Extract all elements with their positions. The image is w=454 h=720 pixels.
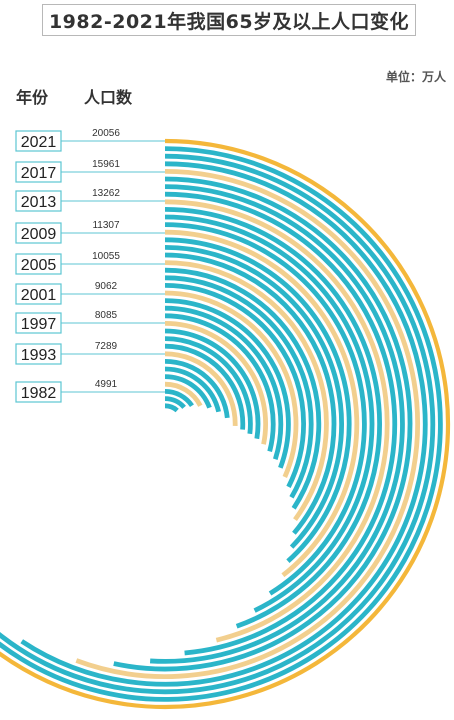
year-box-1993 <box>15 343 62 365</box>
arc-year-1982 <box>164 381 203 407</box>
arc-ring <box>0 153 436 695</box>
arc-ring <box>164 267 322 510</box>
arc-ring <box>164 374 212 409</box>
year-box-2005 <box>15 253 62 275</box>
year-box-2009 <box>15 222 62 244</box>
value-label-2013: 13262 <box>92 188 120 199</box>
value-label-2005: 10055 <box>92 251 120 262</box>
value-label-1997: 8085 <box>95 310 118 321</box>
arc-ring <box>164 328 261 440</box>
year-box-2001 <box>15 283 62 305</box>
arc-ring <box>164 389 194 408</box>
year-label-2021: 2021 <box>21 134 57 151</box>
year-box-1997 <box>15 312 62 334</box>
arc-year-2021 <box>0 138 451 710</box>
year-header: 年份 <box>16 88 49 107</box>
year-label-2001: 2001 <box>21 287 57 304</box>
arc-ring <box>164 245 344 549</box>
arc-year-2005 <box>164 260 329 522</box>
arc-ring <box>164 222 367 596</box>
year-label-2009: 2009 <box>21 226 57 243</box>
arc-ring <box>20 161 428 687</box>
arc-year-1997 <box>164 321 268 445</box>
year-box-2017 <box>15 161 62 183</box>
arc-ring <box>164 237 352 563</box>
arc-ring <box>164 252 337 535</box>
year-label-1997: 1997 <box>21 316 57 333</box>
arc-ring <box>164 305 284 460</box>
arc-ring <box>164 396 186 409</box>
arc-ring <box>164 313 276 452</box>
arc-ring <box>164 336 253 435</box>
year-box-2021 <box>15 130 62 152</box>
unit-label: 单位：万人 <box>385 70 446 84</box>
arc-ring <box>0 146 443 702</box>
value-label-2017: 15961 <box>92 159 120 170</box>
year-label-1993: 1993 <box>21 347 57 364</box>
arc-ring <box>164 207 382 629</box>
arc-ring <box>164 343 246 430</box>
value-label-1982: 4991 <box>95 379 118 390</box>
value-label-2009: 11307 <box>92 220 120 231</box>
arc-ring <box>164 366 221 413</box>
arc-ring <box>164 359 230 419</box>
year-box-2013 <box>15 190 62 212</box>
value-label-2021: 20056 <box>92 128 120 139</box>
arc-ring <box>164 283 306 488</box>
arc-ring <box>149 184 405 664</box>
arc-ring <box>164 298 291 469</box>
arc-ring <box>164 214 375 613</box>
arc-year-2009 <box>164 229 360 578</box>
year-label-2013: 2013 <box>21 194 57 211</box>
arc-ring <box>164 275 314 499</box>
arc-year-2017 <box>75 169 420 679</box>
arc-year-2013 <box>164 199 390 643</box>
value-label-1993: 7289 <box>95 341 118 352</box>
year-label-2017: 2017 <box>21 165 57 182</box>
year-label-1982: 1982 <box>21 385 57 402</box>
arc-ring <box>113 176 413 672</box>
arc-year-1993 <box>164 351 238 427</box>
arc-year-2001 <box>164 290 299 478</box>
year-box-1982 <box>15 381 62 403</box>
year-label-2005: 2005 <box>21 257 57 274</box>
arc-ring <box>164 403 179 413</box>
chart-title: 1982-2021年我国65岁及以上人口变化 <box>42 4 416 36</box>
value-label-2001: 9062 <box>95 281 118 292</box>
arc-ring <box>164 191 398 656</box>
population-header: 人口数 <box>84 88 133 107</box>
